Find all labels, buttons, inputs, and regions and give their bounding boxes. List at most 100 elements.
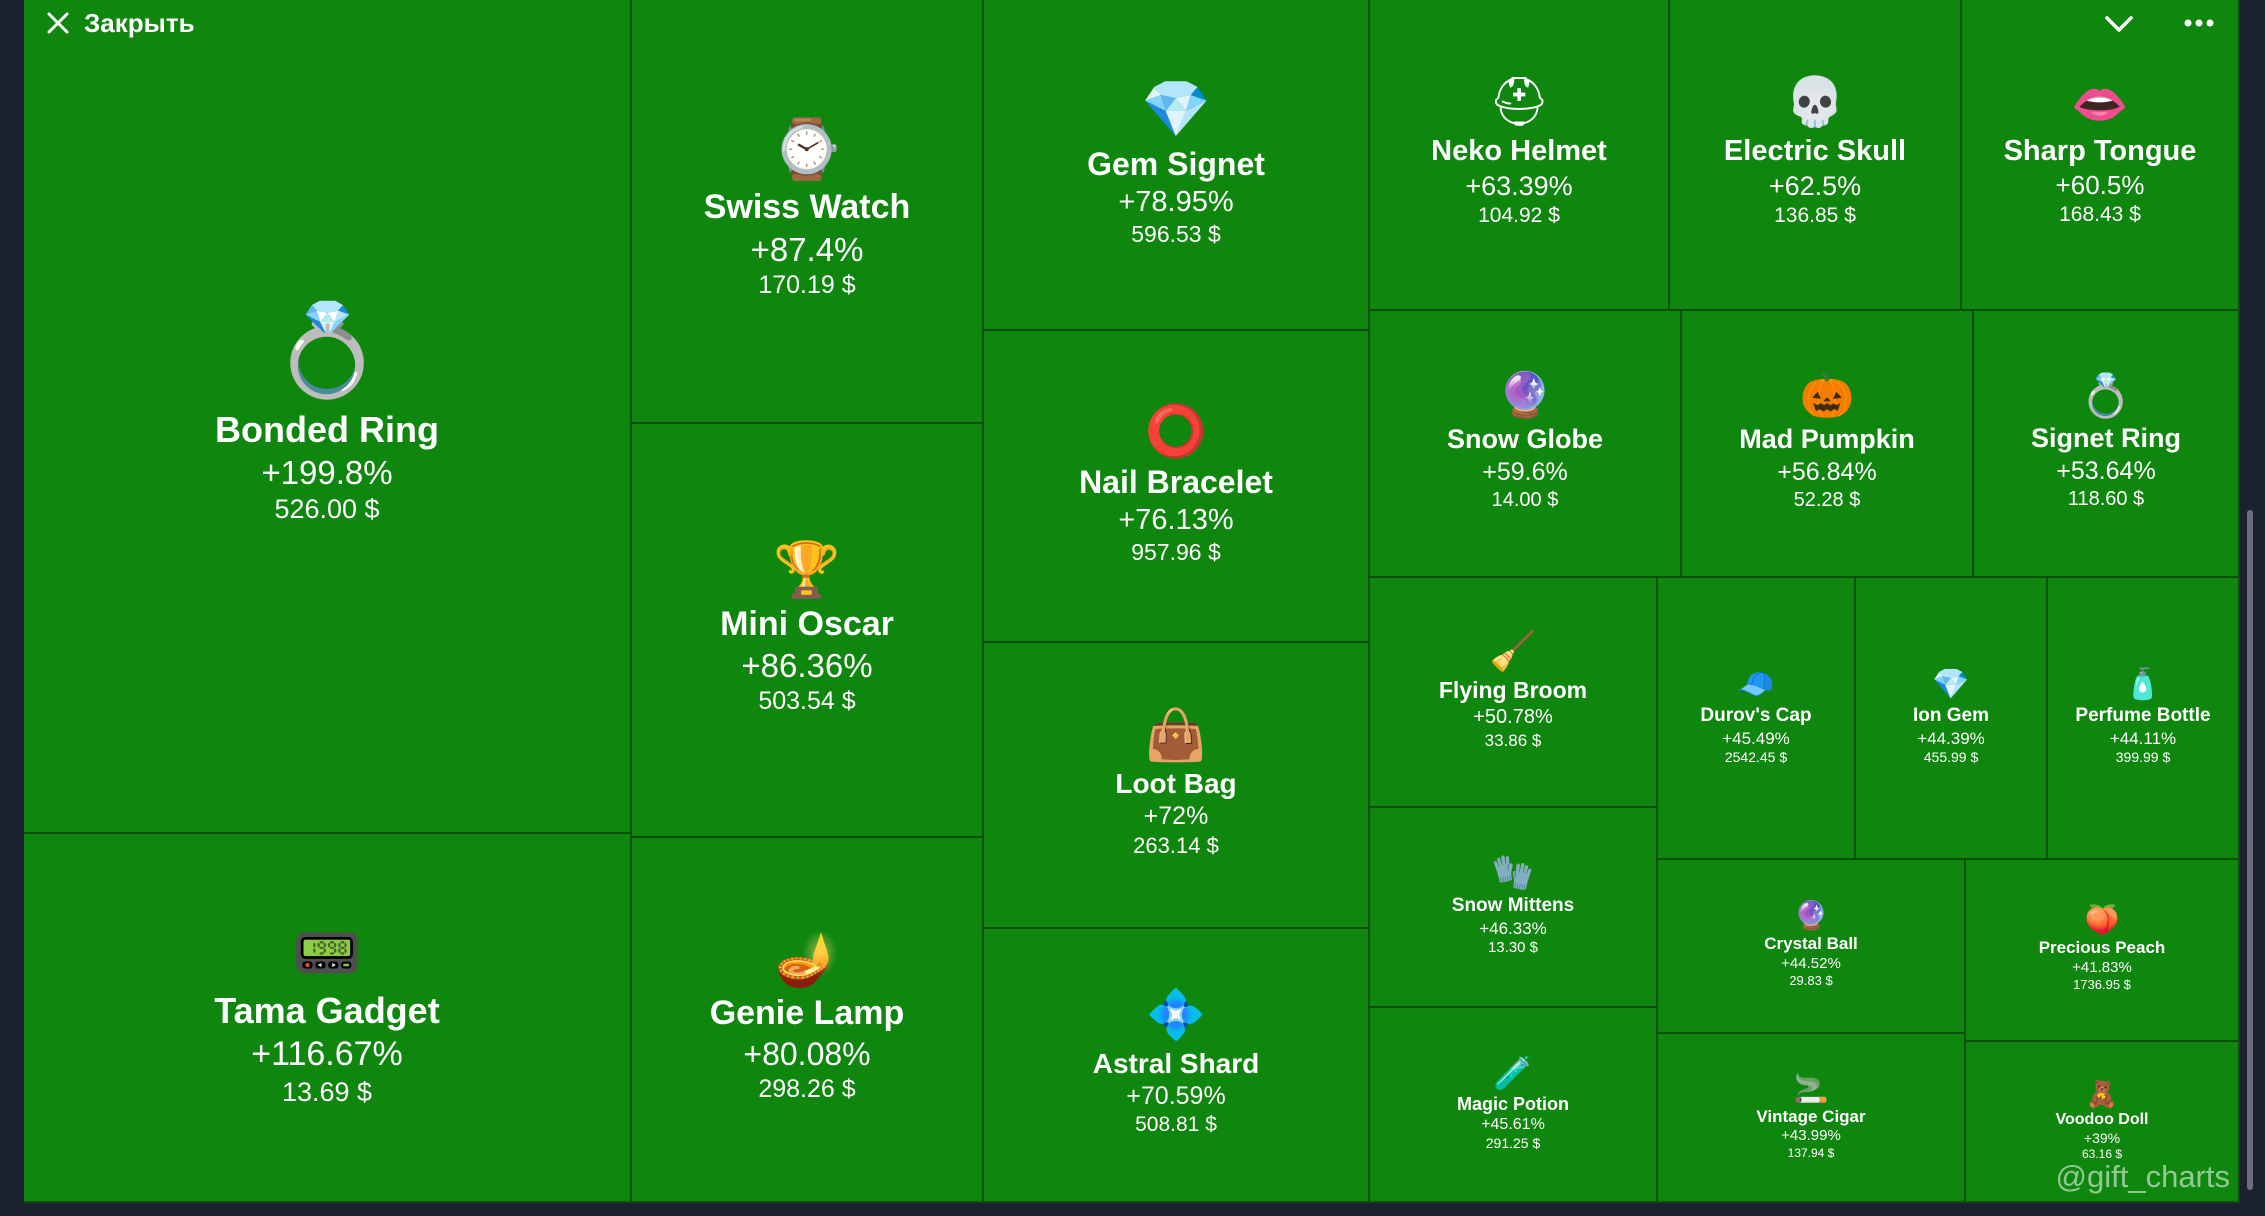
tile-change: +43.99% [1781,1126,1841,1144]
watch-icon: ⌚ [770,117,844,182]
chevron-down-icon [2105,16,2133,32]
tile-price: 263.14 $ [1133,833,1219,859]
tile-price: 104.92 $ [1478,204,1560,228]
mittens-icon: 🧤 [1491,854,1535,893]
broom-icon: 🧹 [1489,631,1537,673]
treemap-tile[interactable]: 🪔 Genie Lamp +80.08% 298.26 $ [632,838,984,1203]
tile-change: +50.78% [1473,705,1553,728]
treemap-tile[interactable]: 🍑 Precious Peach +41.83% 1736.95 $ [1966,860,2240,1042]
treemap-tile[interactable]: 🎃 Mad Pumpkin +56.84% 52.28 $ [1682,311,1974,578]
tile-change: +87.4% [750,230,864,268]
close-icon [47,12,69,34]
tile-price: 1736.95 $ [2073,977,2131,993]
tile-price: 137.94 $ [1787,1145,1835,1160]
tile-price: 29.83 $ [1789,973,1833,989]
treemap-tile[interactable]: 💎 Ion Gem +44.39% 455.99 $ [1856,578,2048,860]
bracelet-icon: ⭕ [1144,402,1208,459]
tile-name: Neko Helmet [1431,135,1607,168]
treemap-tile[interactable]: 🧢 Durov's Cap +45.49% 2542.45 $ [1658,578,1856,860]
perfume-icon: 🧴 [2124,667,2162,701]
tile-price: 503.54 $ [758,687,856,716]
tile-price: 52.28 $ [1793,489,1861,511]
tile-price: 136.85 $ [1774,204,1856,228]
ion-gem-icon: 💎 [1932,667,1970,701]
tile-price: 526.00 $ [274,493,380,524]
tile-change: +199.8% [261,453,393,491]
tile-price: 14.00 $ [1491,489,1559,511]
snow-globe-icon: 🔮 [1497,371,1553,420]
scrollbar[interactable] [2247,510,2253,1190]
treemap-tile[interactable]: 💍 Signet Ring +53.64% 118.60 $ [1974,311,2240,578]
tile-name: Vintage Cigar [1756,1106,1866,1126]
watermark: @gift_charts [2055,1159,2230,1194]
treemap-tile[interactable]: 🏆 Mini Oscar +86.36% 503.54 $ [632,424,984,838]
tile-name: Ion Gem [1912,704,1989,726]
oscar-icon: 🏆 [773,539,841,600]
shard-icon: 💠 [1146,988,1206,1042]
treemap-tile[interactable]: 👄 Sharp Tongue +60.5% 168.43 $ [1962,0,2240,311]
treemap-tile[interactable]: 🔮 Snow Globe +59.6% 14.00 $ [1370,311,1682,578]
tile-name: Mad Pumpkin [1739,424,1915,454]
tile-change: +45.49% [1722,728,1790,748]
tile-name: Sharp Tongue [2003,135,2197,167]
tile-change: +59.6% [1482,457,1568,486]
crystal-ball-icon: 🔮 [1793,900,1829,932]
cap-icon: 🧢 [1737,667,1775,701]
treemap-tile[interactable]: 🚬 Vintage Cigar +43.99% 137.94 $ [1658,1034,1966,1203]
tile-price: 13.30 $ [1487,939,1539,957]
tile-change: +44.39% [1917,728,1985,748]
treemap-tile[interactable]: 💍 Bonded Ring +199.8% 526.00 $ [24,0,632,834]
treemap-tile[interactable]: 🔮 Crystal Ball +44.52% 29.83 $ [1658,860,1966,1034]
tile-price: 508.81 $ [1135,1113,1217,1136]
treemap-tile[interactable]: 🧹 Flying Broom +50.78% 33.86 $ [1370,578,1658,808]
close-button[interactable]: Закрыть [46,6,195,40]
treemap-tile[interactable]: ⭕ Nail Bracelet +76.13% 957.96 $ [984,331,1370,643]
tile-name: Precious Peach [2038,938,2166,958]
treemap-tile[interactable]: 🧪 Magic Potion +45.61% 291.25 $ [1370,1008,1658,1203]
tile-name: Snow Mittens [1451,895,1575,917]
tile-price: 455.99 $ [1923,748,1979,765]
more-button[interactable] [2182,8,2216,43]
tile-change: +80.08% [743,1036,871,1073]
treemap-tile[interactable]: ⛑ Neko Helmet +63.39% 104.92 $ [1370,0,1670,311]
collapse-button[interactable] [2102,8,2136,43]
tile-change: +53.64% [2056,456,2156,485]
tile-change: +72% [1143,802,1209,831]
tile-change: +78.95% [1118,185,1234,218]
treemap-tile[interactable]: 💀 Electric Skull +62.5% 136.85 $ [1670,0,1962,311]
tile-name: Perfume Bottle [2075,704,2211,726]
tile-price: 170.19 $ [758,270,856,299]
tile-price: 13.69 $ [281,1076,373,1107]
tile-price: 291.25 $ [1485,1135,1541,1151]
tile-name: Electric Skull [1723,135,1907,168]
tile-name: Swiss Watch [703,188,911,226]
tile-change: +44.52% [1781,954,1841,972]
tile-name: Genie Lamp [709,993,905,1032]
voodoo-doll-icon: 🧸 [2085,1078,2119,1109]
helmet-icon: ⛑ [1488,76,1550,130]
treemap-tile[interactable]: 🧤 Snow Mittens +46.33% 13.30 $ [1370,808,1658,1008]
tongue-icon: 👄 [2071,78,2129,130]
tamagotchi-icon: 📟 [292,921,362,985]
treemap-tile[interactable]: ⌚ Swiss Watch +87.4% 170.19 $ [632,0,984,424]
tile-price: 2542.45 $ [1724,748,1788,765]
treemap-tile[interactable]: 🧴 Perfume Bottle +44.11% 399.99 $ [2048,578,2240,860]
treemap-tile[interactable]: 👜 Loot Bag +72% 263.14 $ [984,643,1370,929]
treemap-tile[interactable]: 💎 Gem Signet +78.95% 596.53 $ [984,0,1370,331]
tile-name: Tama Gadget [214,990,440,1032]
treemap-tile[interactable]: 💠 Astral Shard +70.59% 508.81 $ [984,929,1370,1203]
treemap-tile[interactable]: 📟 Tama Gadget +116.67% 13.69 $ [24,834,632,1203]
tile-price: 63.16 $ [2081,1147,2123,1162]
treemap-chart: 💍 Bonded Ring +199.8% 526.00 $ 📟 Tama Gadget +… [24,0,2240,1203]
peach-icon: 🍑 [2084,904,2120,936]
tile-price: 33.86 $ [1484,730,1542,750]
tile-name: Nail Bracelet [1079,463,1273,500]
tile-name: Snow Globe [1446,424,1603,454]
tile-price: 399.99 $ [2115,748,2171,765]
tile-change: +86.36% [741,647,873,684]
tile-change: +76.13% [1118,503,1234,536]
potion-icon: 🧪 [1493,1054,1533,1091]
tile-change: +46.33% [1479,918,1547,938]
gem-signet-icon: 💎 [1141,76,1211,140]
treemap-tile[interactable]: 🧸 Voodoo Doll +39% 63.16 $ [1966,1042,2240,1203]
